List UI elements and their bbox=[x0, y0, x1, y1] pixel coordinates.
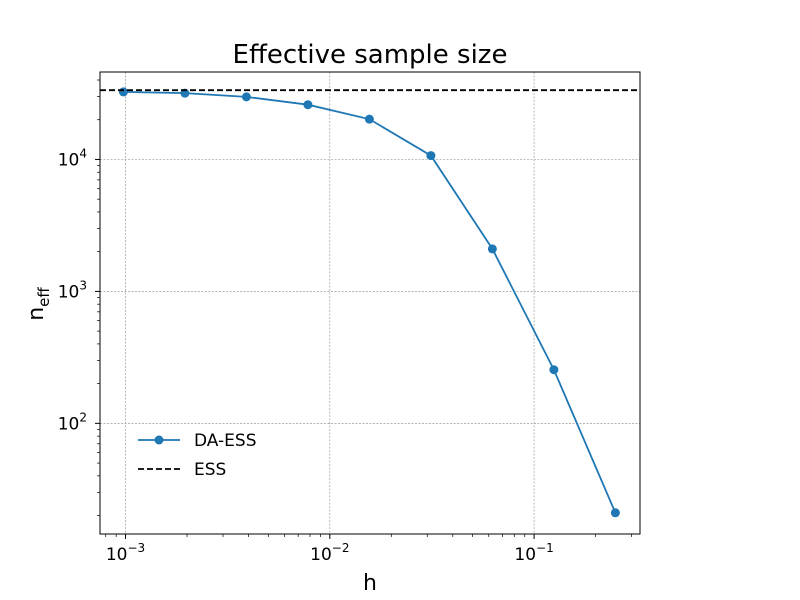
x-tick-label-base: 10 bbox=[514, 545, 536, 565]
y-tick-label: 104 bbox=[58, 146, 87, 170]
y-tick-label-base: 10 bbox=[58, 150, 80, 170]
x-tick-label-exponent: −2 bbox=[332, 541, 350, 555]
y-tick-label: 102 bbox=[58, 410, 87, 434]
data-point-da-ess bbox=[610, 508, 620, 518]
plot-frame bbox=[99, 71, 641, 535]
x-tick-label: 10−1 bbox=[514, 541, 553, 565]
x-tick-label: 10−2 bbox=[310, 541, 349, 565]
y-tick-label-exponent: 3 bbox=[79, 278, 87, 292]
legend-label-ess: ESS bbox=[194, 460, 226, 480]
y-tick-label: 103 bbox=[58, 278, 87, 302]
y-tick-label-exponent: 2 bbox=[79, 410, 87, 424]
y-tick-label-base: 10 bbox=[58, 282, 80, 302]
data-point-da-ess bbox=[549, 365, 559, 375]
data-point-da-ess bbox=[241, 92, 251, 102]
y-tick-label-exponent: 4 bbox=[79, 146, 87, 160]
legend: DA-ESS ESS bbox=[138, 431, 257, 480]
x-tick-label-exponent: −3 bbox=[127, 541, 145, 555]
data-point-da-ess bbox=[487, 244, 497, 254]
data-point-da-ess bbox=[118, 87, 128, 97]
data-point-da-ess bbox=[303, 100, 313, 110]
plot-series bbox=[100, 87, 640, 518]
x-tick-label-base: 10 bbox=[310, 545, 332, 565]
x-axis-label: h bbox=[363, 571, 377, 596]
x-tick-label-exponent: −1 bbox=[536, 541, 554, 555]
y-axis-label-subscript: eff bbox=[35, 287, 53, 307]
y-tick-label-base: 10 bbox=[58, 414, 80, 434]
chart-title: Effective sample size bbox=[233, 40, 508, 70]
data-point-da-ess bbox=[426, 151, 436, 161]
x-tick-label-base: 10 bbox=[106, 545, 128, 565]
y-axis-label: neff bbox=[24, 287, 53, 321]
y-axis-label-base: n bbox=[24, 307, 49, 321]
grid bbox=[100, 72, 640, 534]
data-point-da-ess bbox=[364, 114, 374, 124]
x-tick-label: 10−3 bbox=[106, 541, 145, 565]
legend-marker-da-ess bbox=[154, 435, 164, 445]
legend-label-da-ess: DA-ESS bbox=[194, 431, 257, 451]
